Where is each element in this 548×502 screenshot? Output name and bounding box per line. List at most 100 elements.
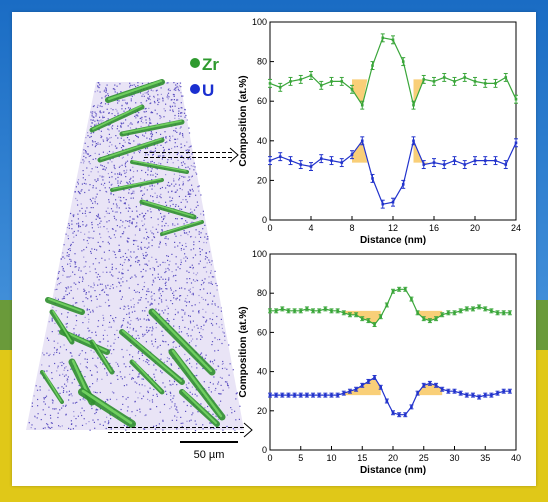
data-point	[384, 302, 389, 308]
data-point	[366, 318, 371, 324]
data-point	[452, 388, 457, 394]
scalebar: 50 µm	[180, 441, 238, 461]
data-point	[462, 72, 467, 82]
data-point	[378, 314, 383, 320]
x-tick-label: 25	[419, 453, 429, 463]
data-point	[288, 156, 293, 166]
data-point	[288, 76, 293, 86]
highlight-region	[352, 140, 368, 163]
data-point	[319, 80, 324, 90]
data-point	[378, 384, 383, 390]
x-tick-label: 35	[480, 453, 490, 463]
y-tick-label: 80	[257, 57, 267, 67]
data-point	[483, 392, 488, 398]
data-point	[360, 100, 365, 110]
zr-legend-label: Zr	[202, 55, 219, 74]
data-point	[421, 160, 426, 170]
data-point	[391, 35, 395, 45]
data-point	[350, 84, 354, 94]
x-tick-label: 5	[298, 453, 303, 463]
data-point	[427, 318, 432, 324]
data-point	[493, 156, 498, 166]
x-tick-label: 12	[388, 223, 398, 233]
atom-probe-reconstruction	[26, 79, 244, 432]
data-point	[274, 308, 279, 314]
data-point	[391, 197, 395, 207]
data-point	[397, 412, 402, 418]
data-point	[421, 74, 426, 84]
data-point	[421, 382, 426, 388]
x-tick-label: 24	[511, 223, 521, 233]
x-tick-label: 40	[511, 453, 521, 463]
y-tick-label: 20	[257, 175, 267, 185]
data-point	[347, 312, 352, 318]
data-point	[503, 160, 508, 170]
plot-frame	[269, 21, 517, 221]
data-point	[464, 392, 469, 398]
y-tick-label: 20	[257, 406, 267, 416]
plot-frame	[269, 253, 517, 451]
y-axis-label: Composition (at.%)	[238, 75, 249, 166]
x-axis-label: Distance (nm)	[360, 465, 426, 476]
series-line	[269, 138, 517, 205]
data-point	[427, 380, 432, 386]
x-tick-label: 0	[267, 453, 272, 463]
data-point	[298, 392, 303, 398]
data-point	[329, 76, 334, 86]
data-point	[280, 306, 285, 312]
data-point	[360, 316, 365, 322]
data-point	[401, 179, 406, 189]
x-tick-label: 30	[449, 453, 459, 463]
data-point	[403, 286, 408, 292]
data-point	[452, 76, 457, 86]
data-point	[278, 152, 283, 162]
data-point	[309, 71, 313, 80]
data-point	[495, 310, 500, 316]
data-point	[370, 173, 375, 183]
x-axis-label: Distance (nm)	[360, 235, 426, 246]
data-point	[360, 136, 365, 146]
data-point	[452, 310, 457, 316]
data-point	[397, 286, 402, 292]
data-point	[311, 308, 316, 314]
y-tick-label: 40	[257, 367, 267, 377]
data-point	[304, 306, 309, 312]
data-point	[483, 78, 488, 88]
y-axis-label: Composition (at.%)	[238, 306, 249, 397]
x-tick-label: 15	[357, 453, 367, 463]
zr-legend-dot	[190, 58, 200, 68]
data-point	[458, 308, 463, 314]
data-point	[473, 76, 477, 86]
data-point	[350, 150, 354, 160]
data-point	[309, 162, 313, 171]
data-point	[319, 154, 324, 164]
data-point	[409, 404, 414, 410]
x-tick-label: 16	[429, 223, 439, 233]
data-point	[442, 160, 447, 170]
data-point	[335, 392, 340, 398]
data-point	[286, 392, 291, 398]
data-point	[462, 160, 467, 170]
data-point	[483, 156, 488, 166]
element-legend: Zr U	[190, 55, 219, 100]
data-point	[380, 199, 385, 209]
y-tick-label: 0	[262, 215, 267, 225]
data-point	[339, 158, 344, 168]
scalebar-label: 50 µm	[194, 449, 225, 461]
data-point	[470, 392, 475, 398]
data-point	[495, 390, 500, 396]
y-tick-label: 0	[262, 445, 267, 455]
data-point	[411, 100, 416, 110]
data-point	[493, 78, 498, 88]
data-point	[409, 296, 414, 302]
series-line	[269, 37, 517, 108]
data-point	[380, 33, 385, 43]
x-tick-label: 20	[470, 223, 480, 233]
data-point	[415, 310, 420, 316]
highlight-region	[413, 140, 429, 165]
data-point	[514, 138, 518, 148]
y-tick-label: 40	[257, 136, 267, 146]
data-point	[366, 378, 371, 384]
data-point	[317, 308, 322, 314]
data-point	[411, 136, 416, 146]
